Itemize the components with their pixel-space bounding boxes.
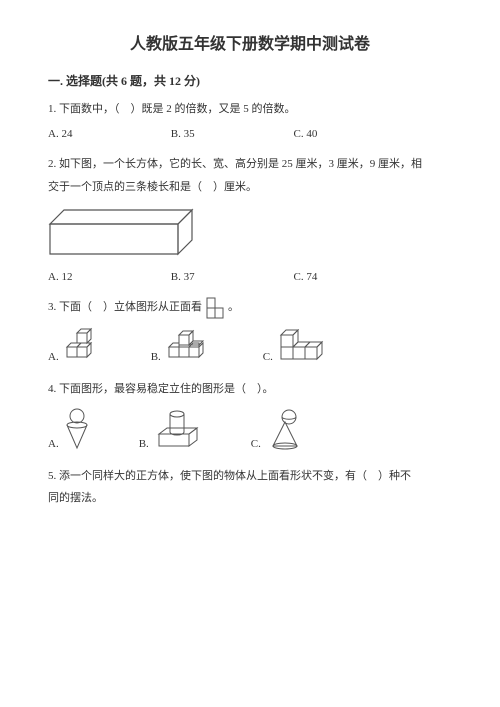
cuboid-icon bbox=[48, 206, 198, 256]
q1-options: A. 24 B. 35 C. 40 bbox=[48, 128, 452, 140]
q2-line1: 2. 如下图，一个长方体，它的长、宽、高分别是 25 厘米，3 厘米，9 厘米，… bbox=[48, 154, 452, 175]
q1-opt-a: A. 24 bbox=[48, 128, 168, 140]
shape-sphere-cone-icon bbox=[265, 408, 305, 450]
q2-figure bbox=[48, 206, 452, 261]
q5-line2: 同的摆法。 bbox=[48, 488, 452, 509]
q3-opt-b: B. bbox=[151, 327, 215, 363]
q3-post: 。 bbox=[228, 297, 239, 318]
q4-opt-c: C. bbox=[251, 408, 305, 450]
cube-arrangement-a-icon bbox=[63, 327, 103, 363]
q5-line1: 5. 添一个同样大的正方体，使下图的物体从上面看形状不变，有（ ）种不 bbox=[48, 466, 452, 487]
q2-opt-a: A. 12 bbox=[48, 271, 168, 283]
exam-page: 人教版五年级下册数学期中测试卷 一. 选择题(共 6 题，共 12 分) 1. … bbox=[0, 0, 500, 707]
q4-opt-a: A. bbox=[48, 408, 91, 450]
q3-pre: 3. 下面（ ）立体图形从正面看 bbox=[48, 297, 202, 318]
shape-cone-sphere-icon bbox=[63, 408, 91, 450]
q4-opt-b: B. bbox=[139, 408, 203, 450]
shape-cylinder-cuboid-icon bbox=[153, 408, 203, 450]
q2-opt-c: C. 74 bbox=[294, 271, 374, 283]
cube-arrangement-c-icon bbox=[277, 329, 333, 363]
q2-opt-b: B. 37 bbox=[171, 271, 291, 283]
cube-arrangement-b-icon bbox=[165, 327, 215, 363]
q2-options: A. 12 B. 37 C. 74 bbox=[48, 271, 452, 283]
page-title: 人教版五年级下册数学期中测试卷 bbox=[48, 30, 452, 54]
q1-opt-b: B. 35 bbox=[171, 128, 291, 140]
q3-opt-a: A. bbox=[48, 327, 103, 363]
q3-options: A. B. bbox=[48, 327, 452, 363]
q4-text: 4. 下面图形，最容易稳定立住的图形是（ ）。 bbox=[48, 379, 452, 400]
q1-text: 1. 下面数中，（ ）既是 2 的倍数，又是 5 的倍数。 bbox=[48, 99, 452, 120]
q4-options: A. B. bbox=[48, 408, 452, 450]
section-heading: 一. 选择题(共 6 题，共 12 分) bbox=[48, 72, 452, 89]
q3-opt-c: C. bbox=[263, 329, 333, 363]
q1-opt-c: C. 40 bbox=[294, 128, 374, 140]
q2-line2: 交于一个顶点的三条棱长和是（ ）厘米。 bbox=[48, 177, 452, 198]
front-view-icon bbox=[206, 297, 224, 319]
q3-text: 3. 下面（ ）立体图形从正面看 。 bbox=[48, 297, 452, 319]
